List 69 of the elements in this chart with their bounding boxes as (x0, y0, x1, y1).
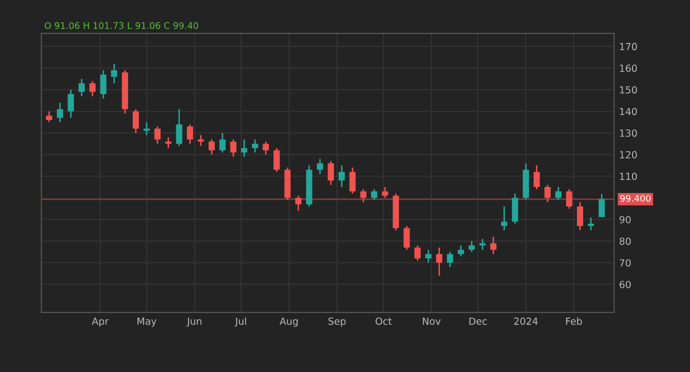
y-tick-label: 140 (620, 108, 637, 116)
candlestick (262, 140, 269, 156)
candlestick (544, 184, 551, 203)
candlestick (46, 110, 52, 123)
x-tick-label: May (138, 318, 156, 327)
x-tick-label: Dec (469, 318, 487, 325)
candlestick (56, 102, 64, 123)
candlestick (100, 70, 106, 100)
y-tick-label: 130 (620, 129, 637, 137)
candlestick (78, 78, 85, 97)
candlestick (468, 240, 475, 253)
candlestick (230, 138, 236, 158)
candlestick (566, 188, 572, 210)
candlestick (186, 124, 194, 144)
y-tick-label: 170 (620, 42, 637, 50)
candlestick (534, 164, 540, 190)
candlestick (382, 186, 388, 199)
x-tick-label: Apr (92, 318, 109, 327)
candlestick (274, 147, 280, 173)
candlestick (295, 194, 302, 212)
candlestick (598, 193, 605, 218)
y-tick-label: 160 (620, 64, 637, 72)
y-tick-label: 60 (620, 280, 631, 288)
candlestick (328, 160, 334, 186)
candlestick (208, 138, 215, 156)
candlestick (436, 246, 442, 276)
candlestick (371, 188, 378, 201)
y-tick-label: 90 (620, 216, 631, 224)
candlestick (458, 244, 464, 257)
x-tick-label: Oct (376, 318, 392, 325)
ref-line-label: 99.400 (620, 194, 651, 202)
candlestick (154, 126, 161, 144)
x-tick-label: Nov (422, 318, 441, 325)
candlestick (198, 134, 204, 147)
y-tick-label: 120 (620, 151, 637, 158)
candlestick (360, 188, 366, 203)
text: O 91.06 H 101.73 L 91.06 C 99.40 (44, 22, 198, 29)
candlestick (446, 251, 454, 268)
y-tick-label: 110 (620, 172, 637, 180)
candlestick (349, 166, 356, 194)
x-tick-label: 2024 (514, 318, 538, 325)
candlestick (111, 63, 118, 84)
candlestick (512, 192, 518, 224)
x-tick-label: Feb (566, 317, 582, 325)
candlestick (144, 121, 150, 136)
x-tick-label: Sep (328, 318, 346, 327)
candlestick (165, 136, 172, 149)
candlestick (490, 236, 496, 255)
x-tick-label: Aug (280, 318, 298, 327)
y-tick-label: 70 (620, 259, 631, 267)
candlestick (404, 225, 410, 250)
candlestick (68, 89, 74, 119)
y-tick-label: 150 (620, 86, 637, 94)
candlestick (576, 201, 584, 231)
candlestick (316, 158, 324, 175)
candlestick (89, 80, 96, 97)
candlestick (555, 186, 562, 201)
candlestick (132, 108, 139, 134)
candlestick (425, 249, 432, 264)
candlestick (219, 132, 226, 154)
x-tick-label: Jul (234, 317, 246, 327)
candlestick (338, 164, 345, 188)
x-tick-label: Jun (186, 318, 202, 327)
candlestick (414, 244, 421, 262)
candlestick (176, 108, 182, 147)
candlestick (252, 138, 258, 154)
y-tick-label: 80 (620, 238, 631, 245)
candlestick (501, 206, 508, 231)
candlestick (241, 138, 248, 158)
